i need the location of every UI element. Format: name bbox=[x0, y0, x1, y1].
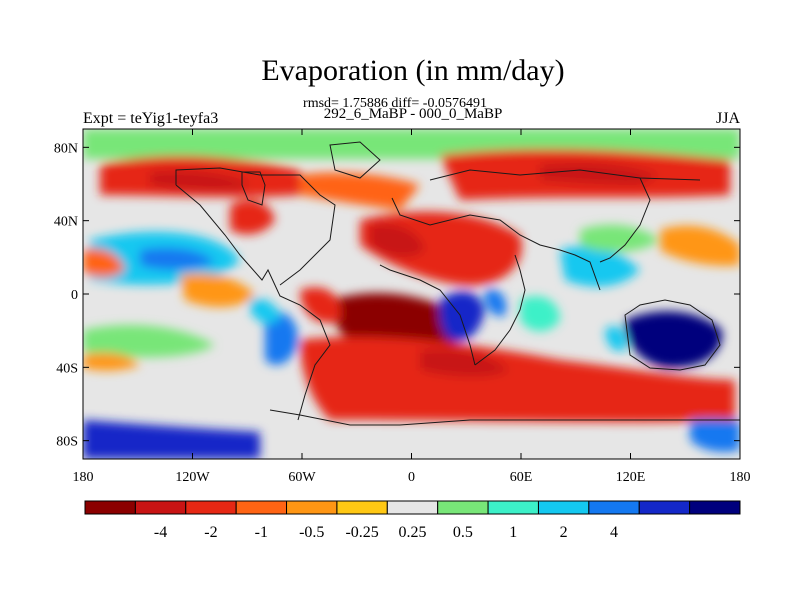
x-tick-label: 180 bbox=[73, 470, 94, 485]
colorbar-swatch bbox=[638, 500, 691, 515]
colorbar: -4 -2 -1 -0.5 -0.25 0.25 0.5 1 2 4 bbox=[84, 500, 741, 541]
map-subtitle: 292_6_MaBP - 000_0_MaBP bbox=[323, 106, 503, 122]
colorbar-swatch bbox=[689, 500, 741, 515]
colorbar-swatch bbox=[235, 500, 288, 515]
colorbar-label: 0.25 bbox=[399, 524, 427, 541]
colorbar-label: -2 bbox=[204, 524, 217, 541]
stats-text: rmsd= 1.75886 diff= -0.0576491 bbox=[303, 96, 487, 111]
colorbar-swatch bbox=[185, 500, 237, 515]
colorbar-swatch bbox=[487, 500, 539, 515]
y-axis-ticks: 80N 40N 0 40S 80S bbox=[54, 141, 740, 450]
x-tick-label: 60E bbox=[510, 470, 533, 485]
y-tick-label: 40N bbox=[54, 215, 78, 230]
colorbar-swatch bbox=[286, 500, 338, 515]
colorbar-swatch bbox=[84, 500, 136, 515]
colorbar-swatch bbox=[588, 500, 640, 515]
x-tick-label: 120W bbox=[175, 470, 210, 485]
coastlines bbox=[175, 141, 740, 426]
colorbar-label: -0.5 bbox=[299, 524, 324, 541]
colorbar-swatch bbox=[134, 500, 187, 515]
colorbar-label: 0.5 bbox=[453, 524, 473, 541]
y-tick-label: 80N bbox=[54, 141, 78, 156]
colorbar-swatch bbox=[386, 500, 439, 515]
season-label: JJA bbox=[715, 110, 740, 127]
x-tick-label: 0 bbox=[408, 470, 415, 485]
colorbar-label: 1 bbox=[509, 524, 517, 541]
x-tick-label: 120E bbox=[616, 470, 646, 485]
colorbar-label: 2 bbox=[560, 524, 568, 541]
x-tick-label: 180 bbox=[730, 470, 751, 485]
x-axis-ticks: 180 120W 60W 0 60E 120E 180 bbox=[73, 129, 751, 485]
colorbar-label: -4 bbox=[154, 524, 167, 541]
y-tick-label: 80S bbox=[56, 435, 78, 450]
map-frame: 180 120W 60W 0 60E 120E 180 80N 40N 0 40S 80S bbox=[54, 128, 751, 485]
x-tick-label: 60W bbox=[288, 470, 316, 485]
colorbar-label: -1 bbox=[255, 524, 268, 541]
colorbar-swatch bbox=[437, 500, 489, 515]
y-tick-label: 40S bbox=[56, 361, 78, 376]
colorbar-label: 4 bbox=[610, 524, 618, 541]
map-title: Evaporation (in mm/day) bbox=[261, 54, 565, 87]
colorbar-label: -0.25 bbox=[345, 524, 378, 541]
colorbar-swatch bbox=[537, 500, 590, 515]
experiment-label: Expt = teYig1-teyfa3 bbox=[83, 110, 219, 127]
colorbar-swatch bbox=[336, 500, 388, 515]
y-tick-label: 0 bbox=[71, 288, 78, 303]
